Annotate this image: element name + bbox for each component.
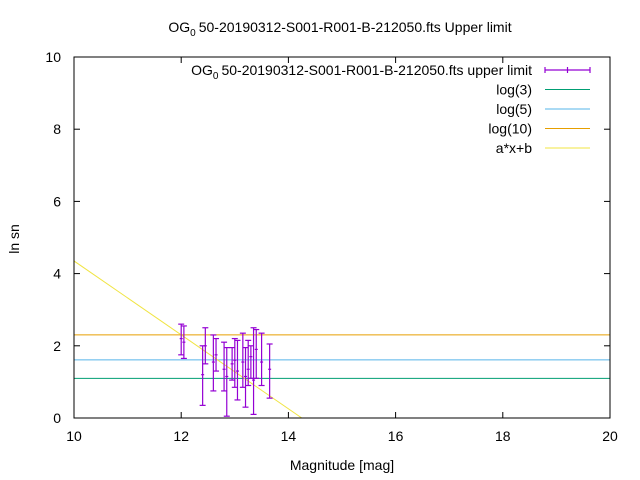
legend-label: a*x+b <box>496 140 532 156</box>
plot-series <box>74 260 610 418</box>
errorbar-point <box>202 327 209 365</box>
chart-title-sub: 0 <box>190 28 196 39</box>
x-tick-label: 18 <box>495 428 511 444</box>
y-tick-label: 0 <box>53 410 61 426</box>
errorbar-point <box>247 345 254 379</box>
chart-title: OG0 50-20190312-S001-R001-B-212050.fts Up… <box>168 19 511 39</box>
legend-label-suffix: 50-20190312-S001-R001-B-212050.fts upper… <box>221 62 532 78</box>
errorbar-point <box>223 347 230 417</box>
plot-border <box>73 56 611 419</box>
errorbar-point <box>210 334 217 392</box>
series-line-fit <box>74 260 303 418</box>
y-tick-label: 4 <box>53 266 61 282</box>
y-tick-label: 10 <box>45 49 61 65</box>
legend: OG0 50-20190312-S001-R001-B-212050.fts up… <box>191 62 591 156</box>
x-tick-label: 16 <box>388 428 404 444</box>
errorbar-point <box>213 337 220 372</box>
chart-title-suffix: 50-20190312-S001-R001-B-212050.fts Upper… <box>199 19 512 35</box>
errorbar-point <box>221 341 228 392</box>
x-axis-label: Magnitude [mag] <box>290 457 394 473</box>
errorbar-point <box>180 325 187 360</box>
y-tick-label: 2 <box>53 338 61 354</box>
errorbar-point <box>258 332 265 387</box>
errorbar-point <box>231 337 238 388</box>
y-axis-label: ln sn <box>6 224 22 254</box>
errorbar-point <box>253 328 260 379</box>
errorbar-point <box>178 323 185 356</box>
legend-label: log(5) <box>496 101 532 117</box>
errorbar-point <box>266 343 273 399</box>
x-tick-label: 20 <box>602 428 618 444</box>
legend-label-prefix: OG <box>191 62 213 78</box>
legend-label-sub: 0 <box>213 71 219 82</box>
errorbar-point <box>250 327 257 415</box>
errorbar-point <box>234 339 241 401</box>
y-tick-label: 6 <box>53 193 61 209</box>
errorbar-point <box>239 332 246 388</box>
y-tick-label: 8 <box>53 121 61 137</box>
x-tick-label: 12 <box>173 428 189 444</box>
x-tick-label: 10 <box>66 428 82 444</box>
chart-title-prefix: OG <box>168 19 190 35</box>
errorbar-point <box>242 347 249 408</box>
legend-label: log(3) <box>496 82 532 98</box>
x-tick-label: 14 <box>281 428 297 444</box>
errorbar-point <box>229 347 236 381</box>
legend-label: OG0 50-20190312-S001-R001-B-212050.fts up… <box>191 62 532 82</box>
legend-label: log(10) <box>488 121 532 137</box>
